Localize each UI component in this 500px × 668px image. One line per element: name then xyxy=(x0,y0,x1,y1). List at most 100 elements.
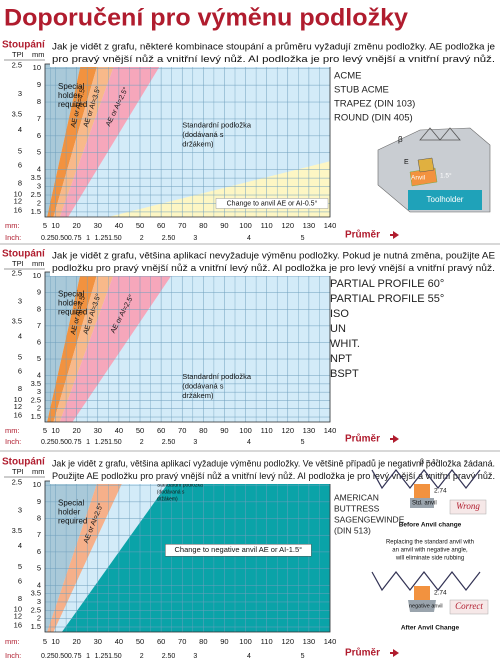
diameter-inch-tick: 2 xyxy=(140,235,144,242)
standard-label: Standardní podložka xyxy=(182,121,252,130)
toolholder xyxy=(408,190,482,210)
diameter-arrow xyxy=(393,435,399,443)
diameter-arrow xyxy=(393,649,399,657)
diameter-mm-tick: 20 xyxy=(72,426,80,435)
standard-label: (dodávaná s xyxy=(157,489,185,495)
tpi-tick-label: 2.5 xyxy=(12,477,22,486)
tpi-tick-label: 4 xyxy=(18,125,22,134)
special-label: required xyxy=(58,517,87,526)
thread-type: PARTIAL PROFILE 60° xyxy=(330,278,444,290)
mm-tick-label: 4 xyxy=(37,165,41,174)
mm-tick-label: 3 xyxy=(37,597,41,606)
tpi-tick-label: 2.5 xyxy=(12,61,22,70)
diameter-mm-tick: 100 xyxy=(239,221,252,230)
tpi-tick-label: 2.5 xyxy=(12,268,22,277)
diameter-inch-tick: 2 xyxy=(140,653,144,660)
description-bg xyxy=(50,40,498,67)
diameter-inch-tick: 2 xyxy=(140,439,144,446)
diameter-mm-tick: 50 xyxy=(136,426,144,435)
diameter-mm-tick: 30 xyxy=(94,221,102,230)
diameter-mm-tick: 90 xyxy=(220,426,228,435)
diameter-mm-tick: 40 xyxy=(115,221,123,230)
mm-header: mm xyxy=(32,259,45,268)
pitch-label: Stoupání xyxy=(2,40,46,51)
diameter-mm-tick: 70 xyxy=(178,426,186,435)
mm-tick-label: 6 xyxy=(37,547,41,556)
thread-type: AMERICAN xyxy=(334,492,379,502)
tpi-tick-label: 3 xyxy=(18,506,22,515)
mm-tick-label: 8 xyxy=(37,304,41,313)
tpi-tick-label: 10 xyxy=(14,395,22,404)
tpi-tick-label: 5 xyxy=(18,146,22,155)
diameter-inch-tick: 1.50 xyxy=(108,653,122,660)
figure-before: Before Anvil change xyxy=(399,522,462,529)
mm-tick-label: 6 xyxy=(37,337,41,346)
anvil-correct xyxy=(408,600,436,612)
diameter-inch-tick: 4 xyxy=(247,653,251,660)
tpi-tick-label: 10 xyxy=(14,605,22,614)
tpi-tick-label: 4 xyxy=(18,541,22,550)
description-line: podložku pro pravý vnější nůž a vnitřní … xyxy=(52,263,495,273)
tpi-tick-label: 3 xyxy=(18,297,22,306)
mm-tick-label: 8 xyxy=(37,97,41,106)
diameter-mm-tick: 10 xyxy=(51,637,59,646)
diameter-inch-label: Inch: xyxy=(5,651,21,660)
mm-tick-label: 4 xyxy=(37,580,41,589)
diameter-label: Průměr xyxy=(345,433,380,445)
diameter-mm-tick: 70 xyxy=(178,221,186,230)
diameter-mm-tick: 70 xyxy=(178,637,186,646)
figure-beta: β xyxy=(398,135,403,144)
tpi-tick-label: 12 xyxy=(14,196,22,205)
mm-tick-label: 6 xyxy=(37,131,41,140)
wrong-box xyxy=(449,499,487,515)
mm-tick-label: 10 xyxy=(33,63,41,72)
diameter-inch-tick: 3 xyxy=(193,653,197,660)
mm-tick-label: 9 xyxy=(37,288,41,297)
mm-header: mm xyxy=(32,467,45,476)
thread-type: (DIN 513) xyxy=(334,525,371,535)
diameter-mm-tick: 110 xyxy=(261,426,273,435)
diameter-inch-tick: 0.75 xyxy=(68,653,82,660)
diameter-inch-tick: 0.25 xyxy=(41,439,55,446)
mm-tick-label: 1.5 xyxy=(31,412,41,421)
special-label: holder xyxy=(58,508,81,517)
change-label: Change to anvil AE or AI-0.5° xyxy=(227,199,318,207)
tpi-tick-label: 6 xyxy=(18,367,22,376)
diameter-mm-tick: 80 xyxy=(199,221,207,230)
thread-type: WHIT. xyxy=(330,338,360,350)
tpi-tick-label: 8 xyxy=(18,594,22,603)
special-label: required xyxy=(58,100,87,109)
thread-type: NPT xyxy=(330,353,352,365)
standard-label: Standardní podložka xyxy=(157,482,203,488)
description-line: pro pravý vnější nůž a vnitřní levý nůž.… xyxy=(52,54,495,64)
thread-profile xyxy=(371,469,481,490)
thread-type: BUTTRESS xyxy=(334,503,380,513)
diameter-mm-tick: 30 xyxy=(94,637,102,646)
figure-after: After Anvil Change xyxy=(401,625,460,632)
tpi-tick-label: 12 xyxy=(14,612,22,621)
diameter-label: Průměr xyxy=(345,229,380,241)
mm-tick-label: 7 xyxy=(37,530,41,539)
anvil-wrong xyxy=(410,498,434,508)
mm-tick-label: 10 xyxy=(33,271,41,280)
pitch-label: Stoupání xyxy=(2,249,46,260)
diameter-mm-tick: 50 xyxy=(136,637,144,646)
special-label: required xyxy=(58,307,87,316)
figure-beta: β = 1° xyxy=(420,458,439,466)
change-label: Change to negative anvil AE or AI-1.5° xyxy=(174,545,302,554)
standard-label: držákem) xyxy=(182,391,214,400)
thread-type: STUB ACME xyxy=(334,85,389,96)
special-label: holder xyxy=(58,298,81,307)
standard-label: (dodávaná s xyxy=(182,130,224,139)
description-bg xyxy=(50,249,498,276)
standard-label: Standardní podložka xyxy=(182,372,252,381)
diameter-inch-tick: 1 xyxy=(86,235,90,242)
tpi-tick-label: 16 xyxy=(14,205,22,214)
mm-tick-label: 2 xyxy=(37,198,41,207)
diameter-mm-label: mm: xyxy=(5,221,20,230)
figure-wrong: Wrong xyxy=(456,501,480,511)
thread-type: ROUND (DIN 405) xyxy=(334,113,413,124)
diameter-mm-tick: 80 xyxy=(199,637,207,646)
figure-angle: 1.5° xyxy=(440,172,452,180)
